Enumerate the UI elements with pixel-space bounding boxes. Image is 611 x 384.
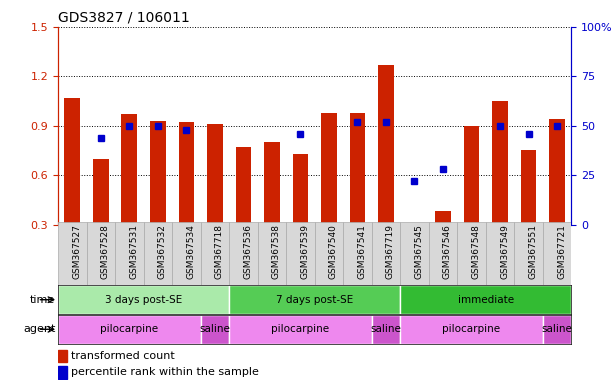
Bar: [264, 142, 280, 225]
Bar: [315, 222, 343, 285]
Text: GSM367719: GSM367719: [386, 224, 395, 279]
Text: GSM367531: GSM367531: [130, 224, 138, 279]
Bar: [258, 222, 286, 285]
Bar: [293, 154, 309, 225]
Bar: [58, 350, 67, 362]
Bar: [378, 65, 394, 225]
Text: GSM367534: GSM367534: [186, 224, 196, 279]
Text: saline: saline: [199, 324, 230, 334]
Bar: [200, 315, 229, 344]
Text: pilocarpine: pilocarpine: [100, 324, 158, 334]
Bar: [543, 315, 571, 344]
Bar: [457, 222, 486, 285]
Text: GSM367545: GSM367545: [414, 224, 423, 279]
Text: GDS3827 / 106011: GDS3827 / 106011: [58, 10, 190, 24]
Bar: [58, 222, 87, 285]
Text: saline: saline: [541, 324, 573, 334]
Bar: [371, 222, 400, 285]
Bar: [321, 113, 337, 225]
Bar: [144, 222, 172, 285]
Text: saline: saline: [370, 324, 401, 334]
Text: pilocarpine: pilocarpine: [442, 324, 500, 334]
Bar: [93, 159, 109, 225]
Bar: [178, 122, 194, 225]
Text: GSM367527: GSM367527: [72, 224, 81, 279]
Bar: [400, 222, 429, 285]
Bar: [200, 222, 229, 285]
Bar: [400, 285, 571, 314]
Text: time: time: [30, 295, 56, 305]
Bar: [87, 222, 115, 285]
Bar: [514, 222, 543, 285]
Bar: [207, 124, 223, 225]
Text: GSM367538: GSM367538: [272, 224, 281, 279]
Bar: [58, 366, 67, 379]
Bar: [349, 113, 365, 225]
Bar: [407, 225, 422, 228]
Bar: [521, 151, 536, 225]
Text: GSM367528: GSM367528: [101, 224, 110, 279]
Text: GSM367721: GSM367721: [557, 224, 566, 279]
Text: GSM367546: GSM367546: [443, 224, 452, 279]
Text: agent: agent: [23, 324, 56, 334]
Text: GSM367549: GSM367549: [500, 224, 509, 279]
Bar: [172, 222, 200, 285]
Text: 3 days post-SE: 3 days post-SE: [105, 295, 182, 305]
Text: pilocarpine: pilocarpine: [271, 324, 329, 334]
Bar: [229, 315, 371, 344]
Text: GSM367539: GSM367539: [301, 224, 309, 279]
Bar: [286, 222, 315, 285]
Text: GSM367551: GSM367551: [529, 224, 538, 279]
Text: GSM367541: GSM367541: [357, 224, 367, 279]
Text: transformed count: transformed count: [71, 351, 175, 361]
Bar: [435, 212, 451, 225]
Text: GSM367548: GSM367548: [472, 224, 480, 279]
Bar: [543, 222, 571, 285]
Text: GSM367536: GSM367536: [243, 224, 252, 279]
Bar: [229, 285, 400, 314]
Bar: [58, 315, 200, 344]
Bar: [58, 285, 229, 314]
Bar: [236, 147, 251, 225]
Bar: [429, 222, 457, 285]
Text: GSM367718: GSM367718: [215, 224, 224, 279]
Bar: [464, 126, 480, 225]
Bar: [343, 222, 371, 285]
Bar: [400, 315, 543, 344]
Text: percentile rank within the sample: percentile rank within the sample: [71, 367, 259, 377]
Bar: [115, 222, 144, 285]
Text: immediate: immediate: [458, 295, 514, 305]
Bar: [150, 121, 166, 225]
Bar: [549, 119, 565, 225]
Text: GSM367540: GSM367540: [329, 224, 338, 279]
Bar: [65, 98, 80, 225]
Bar: [486, 222, 514, 285]
Bar: [492, 101, 508, 225]
Bar: [229, 222, 258, 285]
Text: 7 days post-SE: 7 days post-SE: [276, 295, 353, 305]
Bar: [122, 114, 137, 225]
Bar: [371, 315, 400, 344]
Text: GSM367532: GSM367532: [158, 224, 167, 279]
